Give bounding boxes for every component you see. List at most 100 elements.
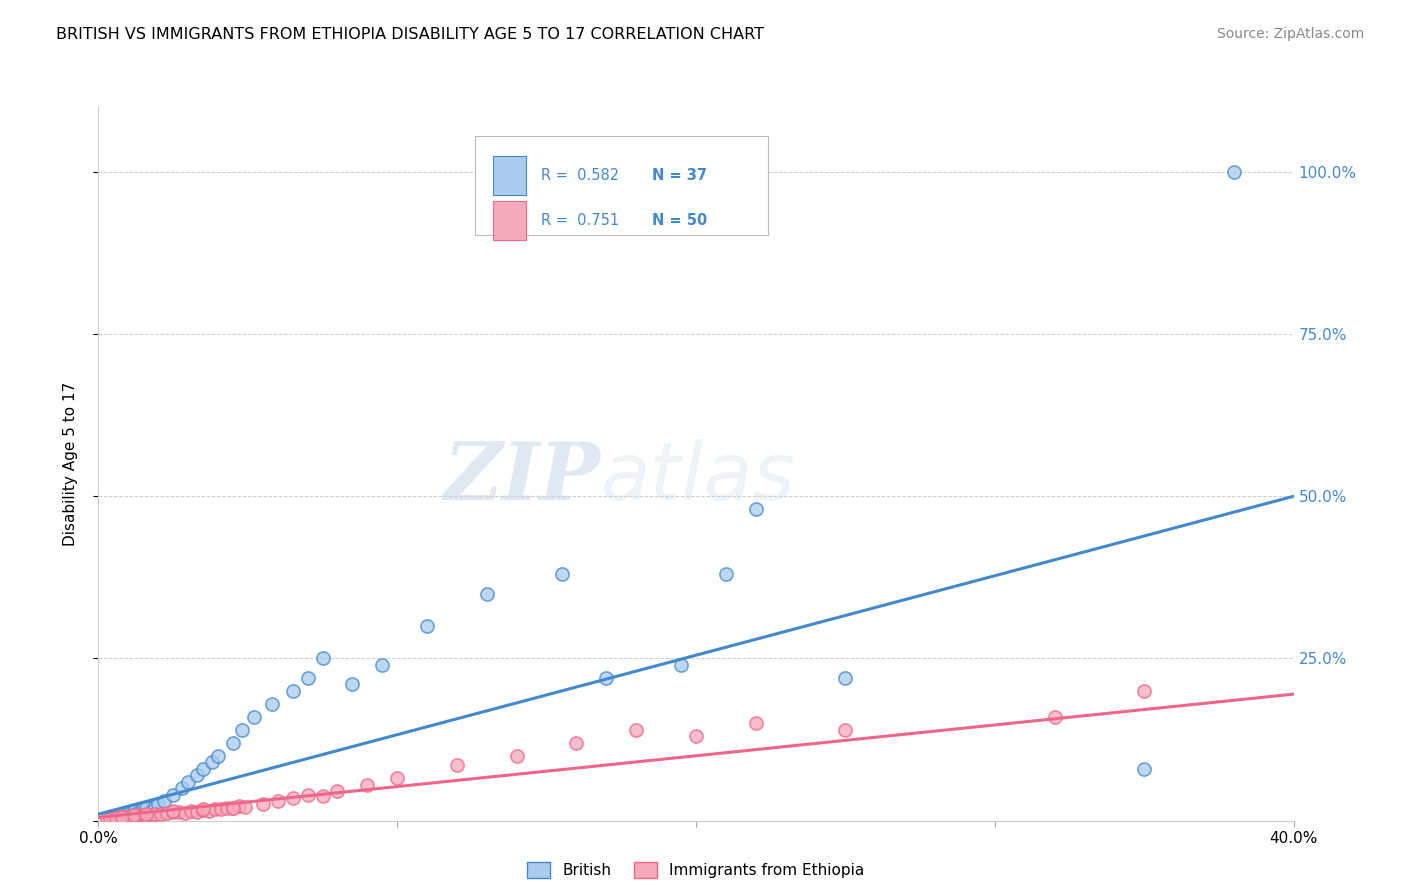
Point bbox=[222, 736, 245, 750]
Point bbox=[204, 802, 226, 816]
Point bbox=[626, 723, 648, 737]
Point bbox=[186, 805, 208, 819]
Point bbox=[281, 791, 304, 805]
Y-axis label: Disability Age 5 to 17: Disability Age 5 to 17 bbox=[63, 382, 77, 546]
Point bbox=[267, 794, 290, 808]
Point bbox=[745, 502, 768, 516]
Point bbox=[117, 807, 139, 822]
Point bbox=[201, 756, 224, 770]
Point bbox=[135, 809, 157, 823]
Point bbox=[153, 794, 176, 808]
Point bbox=[108, 810, 131, 824]
Point bbox=[297, 671, 319, 685]
Point bbox=[506, 748, 529, 763]
Point bbox=[714, 567, 737, 582]
Point bbox=[148, 797, 170, 812]
Point bbox=[132, 808, 155, 822]
Point bbox=[162, 804, 184, 818]
Point bbox=[1043, 710, 1066, 724]
Point bbox=[120, 809, 142, 823]
Point bbox=[371, 657, 394, 672]
Point bbox=[215, 800, 238, 814]
Point bbox=[124, 808, 146, 822]
Point bbox=[177, 774, 200, 789]
Point bbox=[228, 799, 250, 814]
Text: BRITISH VS IMMIGRANTS FROM ETHIOPIA DISABILITY AGE 5 TO 17 CORRELATION CHART: BRITISH VS IMMIGRANTS FROM ETHIOPIA DISA… bbox=[56, 27, 765, 42]
Point bbox=[141, 804, 163, 818]
Text: R =  0.751: R = 0.751 bbox=[541, 213, 619, 228]
Point bbox=[669, 657, 692, 672]
Point bbox=[96, 812, 118, 826]
Legend: British, Immigrants from Ethiopia: British, Immigrants from Ethiopia bbox=[522, 856, 870, 884]
Point bbox=[150, 806, 173, 821]
Text: R =  0.582: R = 0.582 bbox=[541, 168, 619, 183]
Point bbox=[297, 788, 319, 802]
Point bbox=[141, 807, 163, 822]
Point bbox=[191, 762, 214, 776]
Point bbox=[1133, 684, 1156, 698]
Point bbox=[135, 800, 157, 814]
Point bbox=[198, 804, 221, 818]
Point bbox=[281, 684, 304, 698]
Point bbox=[143, 799, 166, 814]
Point bbox=[100, 812, 122, 826]
Point bbox=[342, 677, 364, 691]
Point bbox=[834, 671, 856, 685]
Point bbox=[114, 810, 136, 824]
Point bbox=[326, 784, 349, 798]
Point bbox=[135, 807, 157, 822]
Point bbox=[111, 810, 134, 824]
Point bbox=[191, 802, 214, 816]
Text: ZIP: ZIP bbox=[443, 440, 600, 516]
Point bbox=[156, 805, 179, 820]
Point bbox=[103, 810, 125, 824]
Point bbox=[745, 716, 768, 731]
Point bbox=[111, 808, 134, 822]
Text: Source: ZipAtlas.com: Source: ZipAtlas.com bbox=[1216, 27, 1364, 41]
Point bbox=[132, 802, 155, 816]
Point bbox=[191, 803, 214, 817]
Point bbox=[311, 651, 333, 665]
FancyBboxPatch shape bbox=[494, 156, 526, 195]
Point bbox=[222, 801, 245, 815]
Point bbox=[127, 808, 149, 822]
Point bbox=[167, 805, 190, 819]
Point bbox=[103, 811, 125, 825]
Point bbox=[356, 778, 378, 792]
Point bbox=[685, 729, 707, 743]
Point bbox=[222, 800, 245, 814]
Point bbox=[565, 736, 588, 750]
Point bbox=[385, 772, 409, 786]
Point bbox=[231, 723, 253, 737]
Text: N = 50: N = 50 bbox=[652, 213, 707, 228]
Point bbox=[252, 797, 274, 812]
Point bbox=[105, 811, 128, 825]
Point bbox=[162, 805, 184, 820]
Point bbox=[124, 804, 146, 818]
Point bbox=[550, 567, 572, 582]
Point bbox=[174, 805, 197, 820]
FancyBboxPatch shape bbox=[475, 136, 768, 235]
Point bbox=[207, 748, 229, 763]
Point bbox=[416, 619, 439, 633]
Point bbox=[260, 697, 283, 711]
Point bbox=[209, 802, 232, 816]
Point bbox=[834, 723, 856, 737]
Point bbox=[1133, 762, 1156, 776]
Point bbox=[172, 781, 194, 796]
Point bbox=[311, 789, 333, 803]
Point bbox=[243, 710, 266, 724]
Text: N = 37: N = 37 bbox=[652, 168, 707, 183]
Point bbox=[446, 758, 468, 772]
Text: atlas: atlas bbox=[600, 439, 796, 517]
Point bbox=[1223, 165, 1246, 179]
Point bbox=[186, 768, 208, 782]
Point bbox=[475, 586, 498, 600]
Point bbox=[233, 800, 256, 814]
Point bbox=[595, 671, 617, 685]
Point bbox=[180, 804, 202, 818]
Point bbox=[127, 805, 149, 820]
FancyBboxPatch shape bbox=[494, 201, 526, 240]
Point bbox=[162, 788, 184, 802]
Point bbox=[143, 807, 166, 822]
